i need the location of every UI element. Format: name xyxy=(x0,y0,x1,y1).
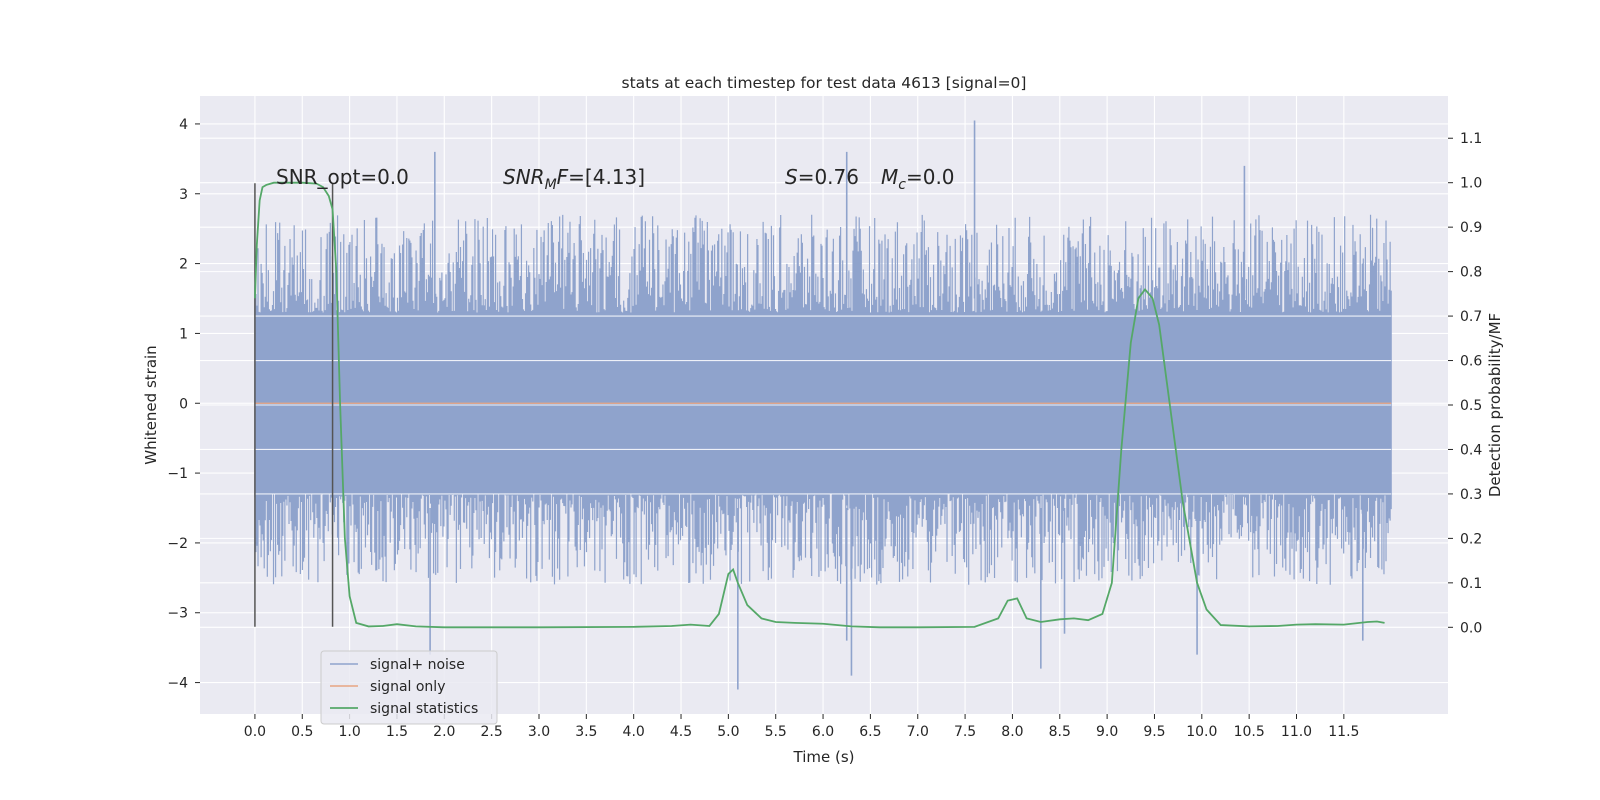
y2-axis-ticks: 0.0 0.1 0.2 0.3 0.4 0.5 0.6 0.7 0.8 0.9 1.0 1.1 xyxy=(1448,131,1482,636)
y2-tick-label-5: 0.5 xyxy=(1460,398,1482,414)
y-tick-label-1: −3 xyxy=(167,606,188,622)
x-tick-label-5: 2.5 xyxy=(481,724,503,740)
x-tick-label-20: 10.0 xyxy=(1186,724,1217,740)
y-axis-ticks: −4 −3 −2 −1 0 1 2 3 4 xyxy=(167,117,200,692)
x-tick-label-19: 9.5 xyxy=(1143,724,1165,740)
y2-tick-label-1: 0.1 xyxy=(1460,576,1482,592)
y-tick-label-7: 3 xyxy=(179,187,188,203)
legend: signal+ noise signal only signal statist… xyxy=(320,650,498,725)
y-tick-label-8: 4 xyxy=(179,117,188,133)
x-axis-title: Time (s) xyxy=(793,748,855,766)
x-tick-label-15: 7.5 xyxy=(954,724,976,740)
x-tick-label-3: 1.5 xyxy=(386,724,408,740)
mc-value: =0.0 xyxy=(906,165,955,189)
y2-tick-label-3: 0.3 xyxy=(1460,487,1482,503)
y-tick-label-2: −2 xyxy=(167,536,188,552)
x-tick-label-9: 4.5 xyxy=(670,724,692,740)
x-tick-label-21: 10.5 xyxy=(1234,724,1265,740)
y2-tick-label-7: 0.7 xyxy=(1460,309,1482,325)
y2-tick-label-11: 1.1 xyxy=(1460,131,1482,147)
legend-label-signal-statistics: signal statistics xyxy=(370,701,478,717)
chart-title: stats at each timestep for test data 461… xyxy=(622,74,1027,92)
x-tick-label-12: 6.0 xyxy=(812,724,834,740)
legend-label-signal-only: signal only xyxy=(370,679,445,695)
mc-subscript: c xyxy=(898,177,906,193)
x-tick-label-2: 1.0 xyxy=(338,724,360,740)
y-axis-title: Whitened strain xyxy=(142,345,160,464)
x-tick-label-13: 6.5 xyxy=(859,724,881,740)
snr-mf-subscript: M xyxy=(545,177,557,193)
s-value: =0.76 xyxy=(798,165,859,189)
y-tick-label-0: −4 xyxy=(167,676,188,692)
x-tick-label-6: 3.0 xyxy=(528,724,550,740)
x-tick-label-8: 4.0 xyxy=(623,724,645,740)
s-symbol: S xyxy=(785,165,798,189)
x-tick-label-7: 3.5 xyxy=(575,724,597,740)
mc-symbol: M xyxy=(881,165,898,189)
x-tick-label-18: 9.0 xyxy=(1096,724,1118,740)
x-tick-label-4: 2.0 xyxy=(433,724,455,740)
y-tick-label-5: 1 xyxy=(179,326,188,342)
y2-tick-label-0: 0.0 xyxy=(1460,620,1482,636)
y2-tick-label-2: 0.2 xyxy=(1460,531,1482,547)
y-tick-label-3: −1 xyxy=(167,466,188,482)
x-tick-label-23: 11.5 xyxy=(1328,724,1359,740)
snr-mf-value: =[4.13] xyxy=(568,165,645,189)
vertical-markers xyxy=(254,183,334,627)
y2-tick-label-6: 0.6 xyxy=(1460,354,1482,370)
x-axis-ticks: 0.0 0.5 1.0 1.5 2.0 2.5 3.0 3.5 4.0 4.5 5.0 5.5 6.0 6… xyxy=(244,714,1359,740)
legend-label-signal-noise: signal+ noise xyxy=(370,657,465,673)
x-tick-label-22: 11.0 xyxy=(1281,724,1312,740)
snr-mf-symbol: SNR xyxy=(503,165,545,189)
y2-tick-label-4: 0.4 xyxy=(1460,442,1482,458)
x-tick-label-11: 5.5 xyxy=(765,724,787,740)
y2-tick-label-9: 0.9 xyxy=(1460,220,1482,236)
annotation-snr-opt: SNR_opt=0.0 xyxy=(276,165,409,189)
x-tick-label-1: 0.5 xyxy=(291,724,313,740)
series-signal-noise-spikes xyxy=(254,120,1392,690)
annotation-s: S=0.76 xyxy=(785,165,859,189)
x-tick-label-10: 5.0 xyxy=(717,724,739,740)
x-tick-label-17: 8.5 xyxy=(1049,724,1071,740)
series-signal-statistics-line xyxy=(254,181,1385,629)
legend-box xyxy=(320,650,498,725)
annotation-snr-mf: SNRMF=[4.13] xyxy=(503,165,645,193)
y-tick-label-4: 0 xyxy=(179,396,188,412)
y-tick-label-6: 2 xyxy=(179,257,188,273)
y2-axis-title: Detection probability/MF xyxy=(1486,313,1504,497)
x-tick-label-0: 0.0 xyxy=(244,724,266,740)
x-tick-label-14: 7.0 xyxy=(907,724,929,740)
snr-mf-f: F xyxy=(557,165,569,189)
annotation-mc: Mc=0.0 xyxy=(881,165,955,193)
y2-tick-label-10: 1.0 xyxy=(1460,176,1482,192)
y2-tick-label-8: 0.8 xyxy=(1460,265,1482,281)
x-tick-label-16: 8.0 xyxy=(1001,724,1023,740)
